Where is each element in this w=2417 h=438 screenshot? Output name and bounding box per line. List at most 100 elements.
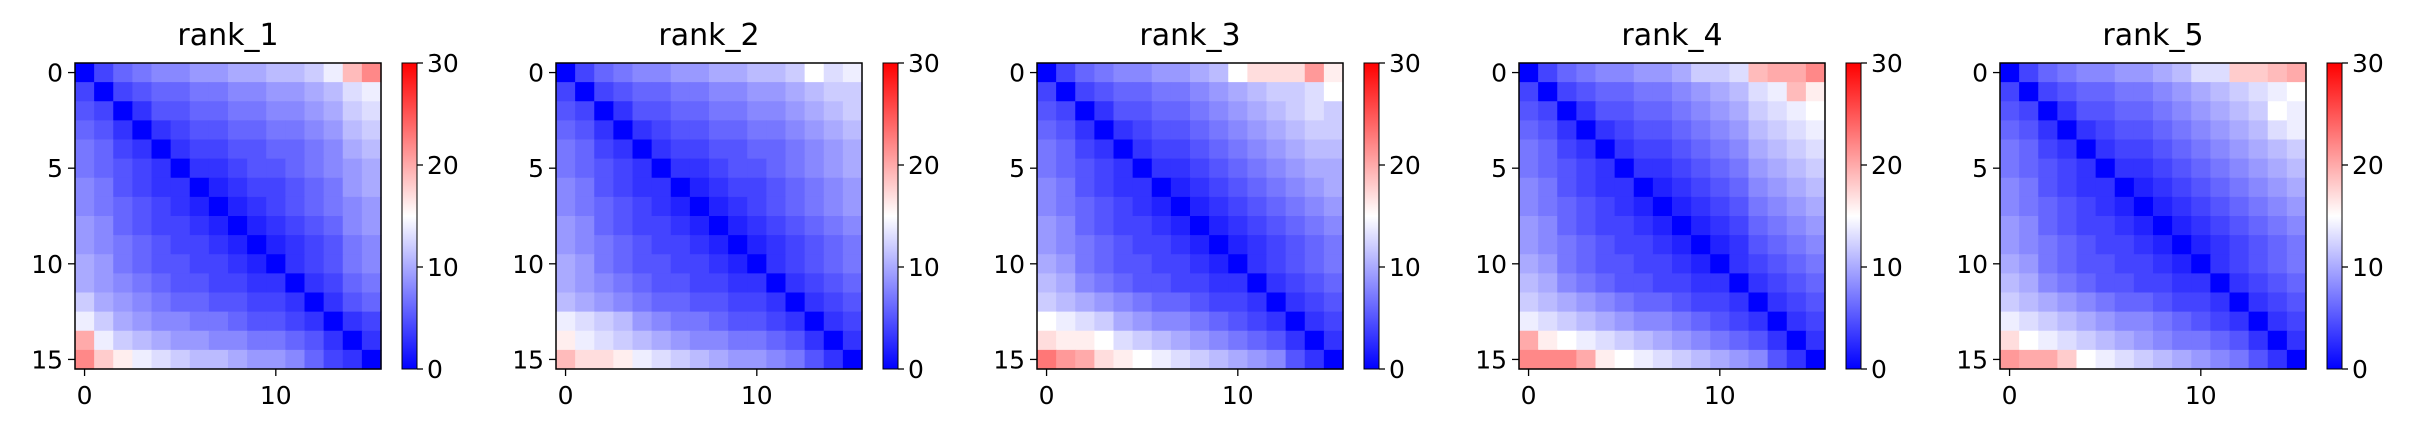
heatmap-cell xyxy=(1037,330,1057,351)
heatmap-cell xyxy=(170,273,191,294)
heatmap-cell xyxy=(2267,63,2288,83)
heatmap-cell xyxy=(651,330,672,351)
heatmap-cell xyxy=(2038,177,2058,198)
heatmap-cell xyxy=(1672,82,1692,102)
heatmap-cell xyxy=(613,82,634,102)
heatmap-cell xyxy=(1633,177,1654,198)
heatmap-cell xyxy=(247,139,267,160)
heatmap-cell xyxy=(785,254,806,274)
heatmap-cell xyxy=(2248,273,2269,294)
heatmap-cell xyxy=(2210,82,2231,102)
heatmap-cell xyxy=(1633,101,1654,121)
heatmap-cell xyxy=(1209,273,1229,294)
heatmap-cell xyxy=(2076,82,2097,102)
heatmap-cell xyxy=(728,158,748,179)
heatmap-cell xyxy=(842,273,863,294)
heatmap-cell xyxy=(1729,349,1750,370)
heatmap-cell xyxy=(1056,216,1076,236)
heatmap-cell xyxy=(1729,330,1750,351)
heatmap-cell xyxy=(2267,120,2288,141)
heatmap-cell xyxy=(113,311,133,332)
heatmap-cell xyxy=(1037,273,1057,294)
heatmap-cell xyxy=(151,273,172,294)
heatmap-cell xyxy=(228,177,248,198)
heatmap-cell xyxy=(1323,63,1344,83)
heatmap-cell xyxy=(1132,311,1153,332)
heatmap-cell xyxy=(1576,63,1597,83)
heatmap-cell xyxy=(170,196,191,217)
panel-title: rank_4 xyxy=(1621,18,1722,53)
heatmap-cell xyxy=(1056,139,1076,160)
heatmap-cell xyxy=(1037,63,1057,83)
heatmap-cell xyxy=(1170,273,1191,294)
heatmap-cell xyxy=(2248,311,2269,332)
colorbar-tick-label: 0 xyxy=(908,355,924,384)
heatmap-cell xyxy=(823,177,844,198)
heatmap-cell xyxy=(804,349,825,370)
heatmap-cell xyxy=(1633,349,1654,370)
heatmap-cell xyxy=(1691,139,1711,160)
heatmap-cell xyxy=(2095,235,2116,255)
heatmap-cell xyxy=(2248,139,2269,160)
heatmap-cell xyxy=(651,311,672,332)
heatmap-cell xyxy=(285,254,306,274)
heatmap-cell xyxy=(2095,273,2116,294)
heatmap-cell xyxy=(1595,216,1616,236)
heatmap-cell xyxy=(1228,216,1248,236)
heatmap-cell xyxy=(2114,158,2135,179)
heatmap-cell xyxy=(766,177,787,198)
heatmap-cell xyxy=(785,330,806,351)
heatmap-cell xyxy=(594,273,614,294)
heatmap-panel-4: rank_4 0 5 10 15 0 10 0 10 20 30 xyxy=(1475,18,1903,410)
heatmap-cell xyxy=(1672,101,1692,121)
heatmap-cell xyxy=(785,177,806,198)
heatmap-cell xyxy=(361,139,382,160)
heatmap-cell xyxy=(2229,216,2250,236)
heatmap-cell xyxy=(823,63,844,83)
heatmap-cell xyxy=(1557,82,1577,102)
heatmap-cell xyxy=(2076,177,2097,198)
heatmap-cell xyxy=(2000,120,2020,141)
heatmap-cell xyxy=(132,311,153,332)
colorbar-tick-label: 10 xyxy=(1871,253,1903,282)
heatmap-cell xyxy=(2000,235,2020,255)
heatmap-cell xyxy=(842,349,863,370)
heatmap-cell xyxy=(2210,235,2231,255)
heatmap-cell xyxy=(1767,254,1788,274)
heatmap-cells xyxy=(1519,63,1826,370)
heatmap-cell xyxy=(2229,63,2250,83)
heatmap-cell xyxy=(1266,330,1287,351)
heatmap-cell xyxy=(1132,216,1153,236)
heatmap-cell xyxy=(804,273,825,294)
heatmap-cell xyxy=(247,177,267,198)
heatmap-cell xyxy=(2019,330,2039,351)
heatmap-cell xyxy=(1805,101,1826,121)
heatmap-cell xyxy=(208,196,229,217)
heatmap-cell xyxy=(2095,158,2116,179)
heatmap-cell xyxy=(285,330,306,351)
heatmap-cells xyxy=(75,63,382,370)
heatmap-cell xyxy=(1170,235,1191,255)
heatmap-cell xyxy=(151,254,172,274)
heatmap-cell xyxy=(556,158,576,179)
heatmap-cell xyxy=(728,63,748,83)
heatmap-cell xyxy=(709,63,729,83)
heatmap-cell xyxy=(575,139,595,160)
heatmap-cell xyxy=(1691,158,1711,179)
colorbar-tick-label: 10 xyxy=(2352,253,2384,282)
heatmap-cell xyxy=(1266,254,1287,274)
heatmap-cell xyxy=(1519,196,1539,217)
heatmap-cell xyxy=(1519,158,1539,179)
heatmap-cell xyxy=(1075,349,1095,370)
heatmap-cell xyxy=(2057,63,2078,83)
heatmap-cell xyxy=(1767,63,1788,83)
heatmap-cell xyxy=(1228,101,1248,121)
heatmap-cell xyxy=(151,82,172,102)
heatmap-cell xyxy=(1729,82,1750,102)
heatmap-cell xyxy=(1094,82,1115,102)
heatmap-cell xyxy=(323,311,344,332)
heatmap-cell xyxy=(189,196,210,217)
heatmap-cell xyxy=(2133,101,2154,121)
heatmap-cell xyxy=(1710,273,1730,294)
heatmap-cell xyxy=(1595,330,1616,351)
